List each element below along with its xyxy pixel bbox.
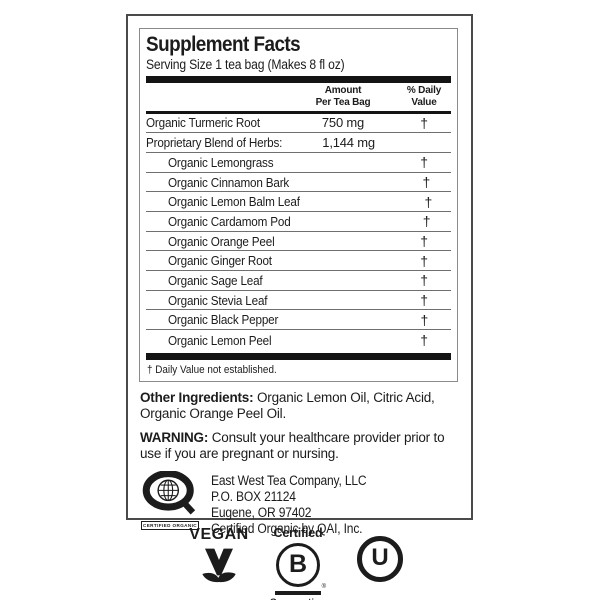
ingredient-row: Organic Lemongrass †	[146, 153, 451, 173]
qai-caption: CERTIFIED ORGANIC	[141, 520, 199, 530]
column-header-amount: Amount Per Tea Bag	[289, 85, 397, 109]
ingredient-daily-value: †	[420, 332, 428, 349]
ingredient-row: Organic Turmeric Root 750 mg †	[146, 114, 451, 134]
ingredient-name: Organic Lemon Peel	[168, 332, 272, 348]
amount-header-line2: Per Tea Bag	[315, 96, 371, 108]
ingredient-name: Organic Black Pepper	[168, 312, 279, 328]
ingredient-row: Organic Orange Peel †	[146, 232, 451, 252]
serving-size-value: Serving Size 1 tea bag (Makes 8 fl oz)	[146, 57, 345, 73]
ingredient-name: Organic Ginger Root	[168, 253, 272, 269]
warning-value: Consult your healthcare provider prior t…	[140, 429, 445, 461]
supplement-facts-panel: Supplement Facts Serving Size 1 tea bag …	[139, 28, 458, 382]
ingredient-row: Organic Sage Leaf †	[146, 271, 451, 291]
ingredient-row: Proprietary Blend of Herbs: 1,144 mg	[146, 133, 451, 153]
column-headers: Amount Per Tea Bag % Daily Value	[146, 83, 451, 111]
column-header-daily-value: % Daily Value	[397, 85, 451, 109]
ingredient-amount: 1,144 mg	[322, 135, 375, 151]
ingredient-name: Organic Cinnamon Bark	[168, 174, 290, 190]
divider-medium	[146, 110, 451, 114]
ingredient-daily-value: †	[420, 311, 429, 328]
other-ingredients-value: Organic Lemon Oil, Citric Acid, Organic …	[140, 389, 435, 421]
qai-globe-icon	[142, 469, 196, 514]
vegan-v-icon	[202, 548, 236, 583]
ingredient-daily-value: †	[420, 154, 428, 171]
company-name: East West Tea Company, LLC	[211, 472, 367, 488]
dv-header-line2: Value	[411, 96, 437, 108]
ingredient-row: Organic Lemon Peel †	[146, 330, 451, 350]
ingredient-daily-value: †	[420, 252, 428, 269]
ingredient-daily-value: †	[420, 272, 428, 289]
other-ingredients: Other Ingredients: Organic Lemon Oil, Ci…	[140, 390, 458, 422]
sf-rows: Organic Turmeric Root 750 mg † Proprietary …	[146, 114, 451, 350]
other-ingredients-label: Other Ingredients:	[140, 389, 254, 405]
supplement-facts-title: Supplement Facts	[146, 33, 301, 56]
ingredient-name: Organic Sage Leaf	[168, 272, 263, 288]
ingredient-daily-value: †	[422, 213, 431, 230]
ingredient-daily-value: †	[424, 193, 433, 210]
ingredient-daily-value: †	[420, 233, 428, 250]
warning-text: WARNING: Consult your healthcare provide…	[140, 429, 445, 461]
divider-thick-top	[146, 75, 451, 83]
ou-kosher-logo: U	[357, 536, 403, 582]
ingredient-name: Organic Orange Peel	[168, 233, 275, 249]
ingredient-daily-value: †	[422, 174, 431, 191]
daily-value-footnote: † Daily Value not established.	[146, 360, 451, 381]
company-address: East West Tea Company, LLC P.O. BOX 2112…	[211, 471, 384, 537]
qai-logo: CERTIFIED ORGANIC	[140, 469, 200, 530]
ingredient-row: Organic Ginger Root †	[146, 251, 451, 272]
ingredient-name: Organic Lemon Balm Leaf	[168, 194, 300, 210]
warning-label: WARNING:	[140, 429, 209, 445]
serving-size-text: Serving Size 1 tea bag (Makes 8 fl oz)	[146, 57, 451, 73]
ingredient-name: Organic Lemongrass	[168, 154, 274, 170]
company-city: Eugene, OR 97402	[211, 504, 312, 520]
ingredient-daily-value: †	[420, 114, 428, 131]
bcorp-letter: B	[288, 549, 308, 578]
bcorp-certified-label: Certified	[273, 526, 323, 540]
footnote-text: † Daily Value not established.	[147, 363, 277, 376]
bcorp-corporation-label: Corporation	[268, 597, 328, 600]
certification-logos: VEGAN Certified B ® Corporation U	[0, 527, 600, 600]
ingredient-row: Organic Lemon Balm Leaf †	[146, 192, 451, 213]
ingredient-name: Organic Stevia Leaf	[168, 292, 268, 308]
ingredient-row: Organic Stevia Leaf †	[146, 291, 451, 311]
ou-kosher-icon: U	[357, 536, 403, 582]
bcorp-underline: ®	[275, 584, 326, 595]
ingredient-daily-value: †	[420, 292, 428, 309]
label-outer-box: Supplement Facts Serving Size 1 tea bag …	[126, 14, 473, 536]
vegan-logo: VEGAN	[184, 527, 254, 594]
company-block: CERTIFIED ORGANIC East West Tea Company,…	[140, 469, 458, 537]
ingredient-row: Organic Cinnamon Bark †	[146, 173, 451, 193]
ingredient-row: Organic Black Pepper †	[146, 310, 451, 331]
ou-letter: U	[371, 544, 389, 571]
bcorp-circle-icon: B	[276, 542, 320, 587]
ingredient-name: Organic Turmeric Root	[146, 115, 260, 131]
ingredient-row: Organic Cardamom Pod †	[146, 212, 451, 232]
ingredient-name: Organic Cardamom Pod	[168, 213, 291, 229]
other-ingredients-text: Other Ingredients: Organic Lemon Oil, Ci…	[140, 390, 435, 421]
ingredient-amount: 750 mg	[321, 115, 365, 131]
dv-header-line1: % Daily	[406, 84, 442, 96]
bcorp-logo: Certified B ® Corporation	[268, 527, 328, 600]
company-certifier: Certified Organic by QAI, Inc.	[211, 520, 363, 536]
amount-header-line1: Amount	[324, 84, 362, 96]
ingredient-name: Proprietary Blend of Herbs:	[146, 135, 283, 151]
vegan-label: VEGAN	[189, 526, 249, 543]
divider-thick-bottom	[146, 352, 451, 360]
company-po-box: P.O. BOX 21124	[211, 488, 296, 504]
warning: WARNING: Consult your healthcare provide…	[140, 430, 458, 462]
bcorp-registered-mark: ®	[321, 583, 326, 590]
